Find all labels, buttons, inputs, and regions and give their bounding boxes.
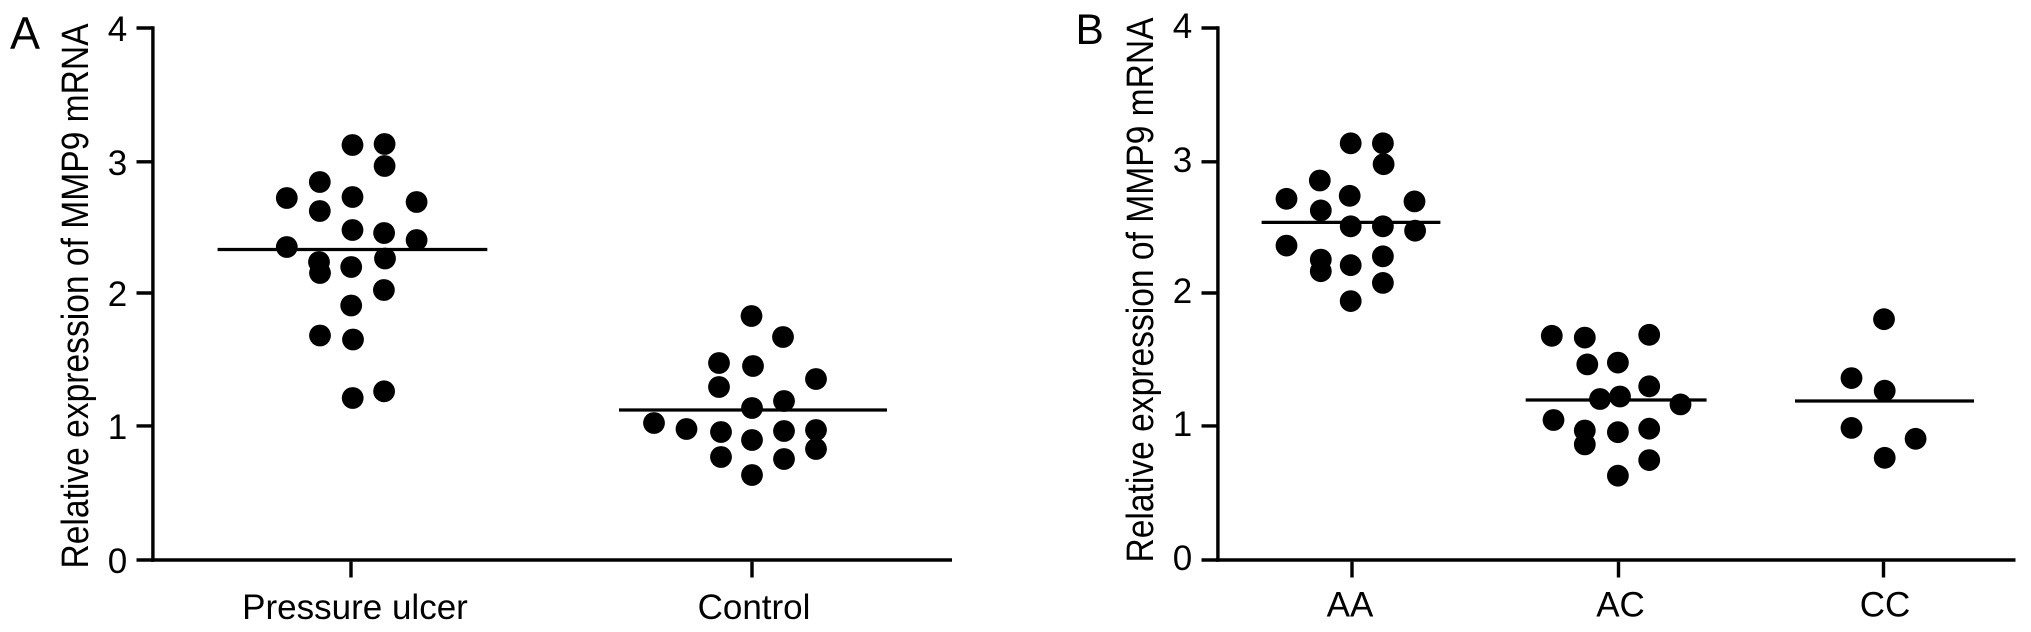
svg-text:2: 2 bbox=[1173, 272, 1192, 311]
svg-text:AA: AA bbox=[1327, 586, 1374, 625]
svg-text:3: 3 bbox=[1173, 141, 1192, 180]
svg-text:3: 3 bbox=[108, 144, 127, 183]
svg-text:4: 4 bbox=[1173, 7, 1192, 46]
svg-text:0: 0 bbox=[108, 542, 127, 581]
svg-text:Control: Control bbox=[698, 588, 811, 627]
svg-text:A: A bbox=[10, 7, 40, 58]
svg-text:1: 1 bbox=[1173, 405, 1192, 444]
svg-text:2: 2 bbox=[108, 275, 127, 314]
svg-text:4: 4 bbox=[108, 10, 127, 49]
svg-text:Relative expression of MMP9 mR: Relative expression of MMP9 mRNA bbox=[1120, 17, 1162, 563]
svg-text:CC: CC bbox=[1860, 586, 1911, 625]
svg-text:0: 0 bbox=[1173, 539, 1192, 578]
svg-text:Pressure ulcer: Pressure ulcer bbox=[242, 588, 468, 627]
svg-text:B: B bbox=[1076, 7, 1104, 54]
svg-text:Relative expression of MMP9 mR: Relative expression of MMP9 mRNA bbox=[55, 23, 97, 569]
svg-text:1: 1 bbox=[108, 408, 127, 447]
svg-text:AC: AC bbox=[1596, 586, 1645, 625]
